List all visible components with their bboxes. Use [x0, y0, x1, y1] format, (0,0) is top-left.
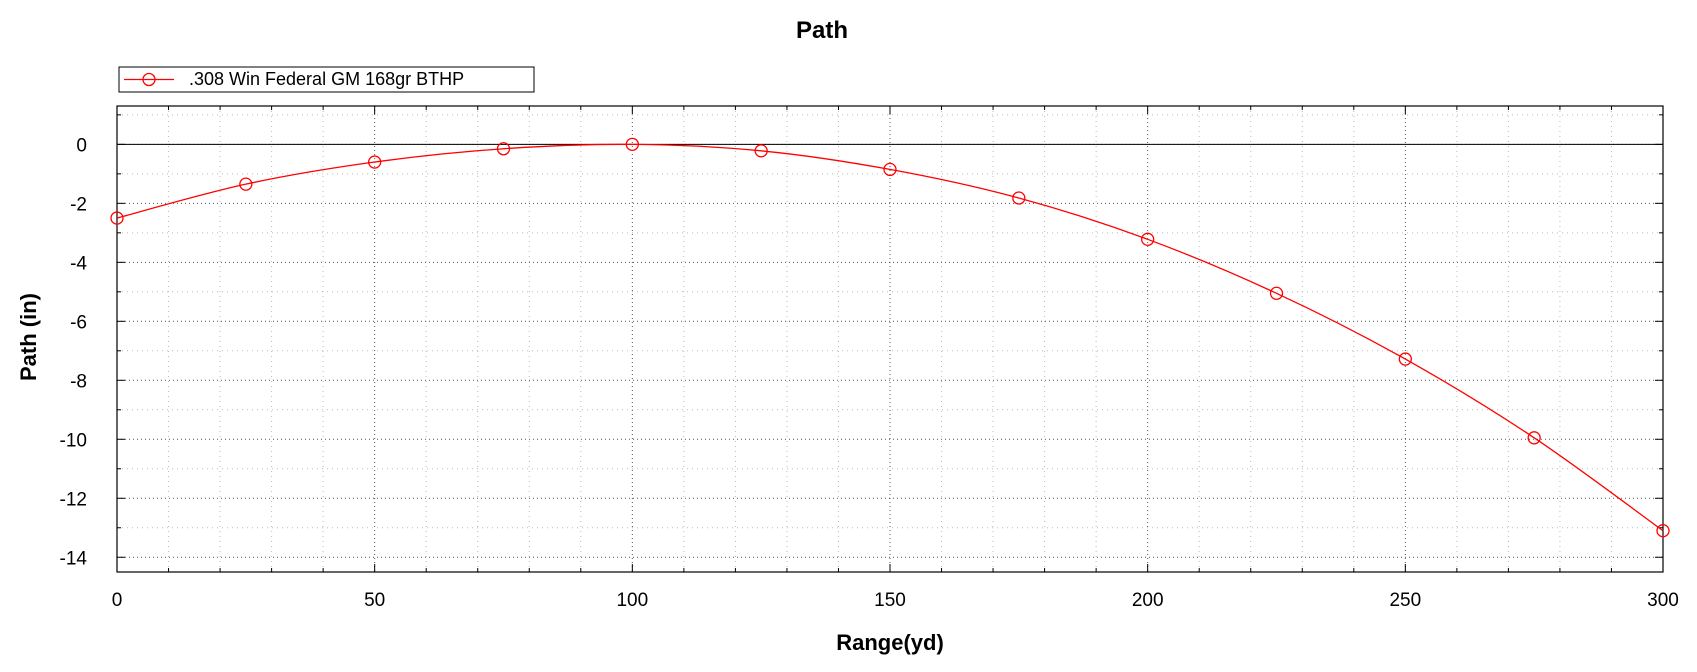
legend-label: .308 Win Federal GM 168gr BTHP: [189, 69, 464, 89]
legend-marker-swatch: [142, 72, 156, 87]
axes: 0 50 100 150 200 250 300 0 -2 -4 -6 -8 -10 -12 -14: [60, 105, 1679, 611]
y-tick-label: -10: [60, 430, 87, 451]
y-axis-label: Path (in): [16, 293, 41, 381]
data-point: [1269, 286, 1284, 300]
chart-title: Path: [796, 17, 848, 44]
data-point: [1656, 524, 1670, 538]
legend-box: [118, 66, 535, 93]
data-point: [1527, 431, 1541, 445]
y-tick-label: -8: [70, 371, 87, 392]
y-tick-label: -4: [70, 253, 87, 274]
y-tick-label: -14: [60, 548, 88, 569]
data-point: [496, 142, 511, 156]
x-tick-label: 200: [1132, 590, 1164, 611]
legend: .308 Win Federal GM 168gr BTHP: [118, 66, 535, 93]
y-tick-label: -2: [70, 194, 87, 215]
x-tick-label: 0: [112, 590, 123, 611]
data-point: [625, 137, 639, 151]
data-point: [368, 155, 382, 169]
x-tick-label: 100: [616, 590, 648, 611]
data-point: [110, 211, 124, 225]
y-tick-label: -6: [70, 312, 87, 333]
series: [110, 137, 1670, 538]
x-tick-label: 150: [874, 590, 906, 611]
data-point: [883, 162, 897, 177]
x-tick-label: 50: [364, 590, 385, 611]
data-point: [1141, 232, 1155, 246]
data-point: [1012, 191, 1026, 205]
x-axis-label: Range(yd): [836, 630, 944, 655]
data-point: [754, 144, 768, 158]
data-point: [1398, 352, 1412, 366]
x-tick-label: 250: [1389, 590, 1421, 611]
y-tick-label: 0: [76, 135, 87, 156]
x-tick-label: 300: [1647, 590, 1679, 611]
y-tick-label: -12: [60, 489, 87, 510]
data-point: [239, 177, 253, 191]
